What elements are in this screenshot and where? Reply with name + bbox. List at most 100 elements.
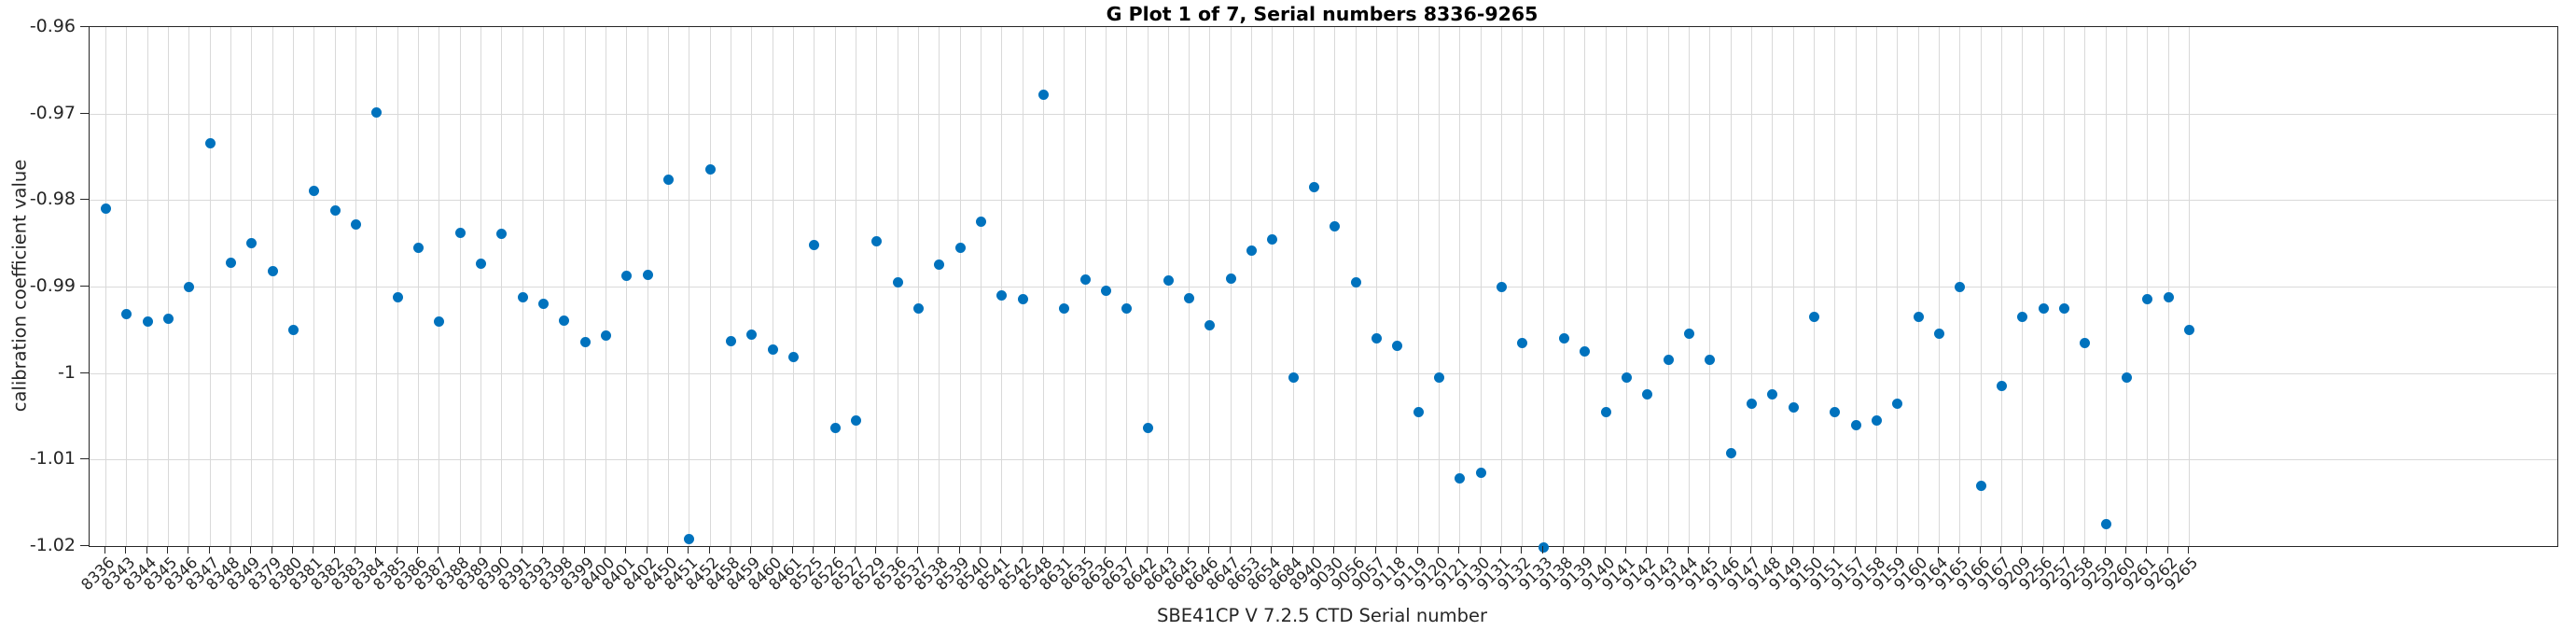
v-gridline — [1334, 27, 1336, 546]
data-point — [767, 344, 778, 356]
data-point — [996, 289, 1008, 301]
data-point — [1184, 293, 1195, 304]
x-tick — [604, 546, 606, 554]
v-gridline — [1792, 27, 1794, 546]
data-point — [2142, 294, 2153, 305]
data-point — [1975, 480, 1986, 491]
v-gridline — [1522, 27, 1524, 546]
v-gridline — [1126, 27, 1128, 546]
v-gridline — [751, 27, 753, 546]
x-tick — [1041, 546, 1043, 554]
x-tick — [896, 546, 898, 554]
x-tick — [1938, 546, 1940, 554]
v-gridline — [1917, 27, 1919, 546]
x-tick — [563, 546, 564, 554]
v-gridline — [1772, 27, 1774, 546]
data-point — [1288, 372, 1299, 383]
x-tick — [1250, 546, 1252, 554]
x-tick — [688, 546, 689, 554]
x-tick — [1875, 546, 1877, 554]
data-point — [975, 217, 986, 227]
v-gridline — [251, 27, 253, 546]
x-axis-label: SBE41CP V 7.2.5 CTD Serial number — [1156, 605, 1488, 626]
v-gridline — [1417, 27, 1419, 546]
data-point — [725, 335, 736, 346]
x-tick — [1958, 546, 1960, 554]
v-gridline — [397, 27, 398, 546]
data-point — [600, 330, 611, 342]
data-point — [371, 107, 383, 119]
v-gridline — [939, 27, 940, 546]
v-gridline — [1564, 27, 1566, 546]
data-point — [1934, 329, 1945, 340]
data-point — [2017, 311, 2028, 322]
v-gridline — [2147, 27, 2149, 546]
x-tick — [1458, 546, 1460, 554]
data-point — [1350, 276, 1361, 287]
v-gridline — [1605, 27, 1607, 546]
data-point — [1100, 286, 1111, 297]
v-gridline — [876, 27, 878, 546]
v-gridline — [647, 27, 648, 546]
data-point — [829, 423, 841, 434]
v-gridline — [2064, 27, 2066, 546]
v-gridline — [1439, 27, 1441, 546]
v-gridline — [1292, 27, 1294, 546]
x-tick — [375, 546, 377, 554]
v-gridline — [1397, 27, 1399, 546]
v-gridline — [2189, 27, 2190, 546]
chart-title: G Plot 1 of 7, Serial numbers 8336-9265 — [1106, 3, 1539, 25]
x-tick — [1625, 546, 1627, 554]
data-point — [1059, 302, 1070, 314]
x-tick — [2166, 546, 2168, 554]
data-point — [1788, 402, 1799, 414]
x-tick — [625, 546, 627, 554]
v-gridline — [584, 27, 586, 546]
v-gridline — [1459, 27, 1461, 546]
x-tick — [1708, 546, 1710, 554]
x-tick — [1500, 546, 1502, 554]
data-point — [329, 204, 341, 216]
x-tick — [2063, 546, 2065, 554]
v-gridline — [1834, 27, 1836, 546]
data-point — [1684, 329, 1695, 340]
x-tick — [2125, 546, 2126, 554]
x-tick — [1188, 546, 1190, 554]
v-gridline — [1230, 27, 1232, 546]
x-tick — [1104, 546, 1106, 554]
x-tick — [1979, 546, 1981, 554]
data-point — [1079, 274, 1091, 286]
v-gridline — [1814, 27, 1816, 546]
data-point — [350, 218, 361, 230]
data-point — [1600, 406, 1611, 417]
data-point — [1538, 542, 1549, 554]
x-tick — [979, 546, 981, 554]
x-tick — [1896, 546, 1898, 554]
v-gridline — [980, 27, 982, 546]
v-gridline — [1626, 27, 1628, 546]
x-tick — [1000, 546, 1002, 554]
x-tick — [1438, 546, 1440, 554]
data-point — [1872, 415, 1883, 427]
x-tick — [1583, 546, 1585, 554]
x-tick — [729, 546, 731, 554]
v-gridline — [1667, 27, 1669, 546]
y-tick — [80, 199, 89, 201]
x-tick — [1375, 546, 1377, 554]
y-tick-label: -1.01 — [29, 448, 76, 470]
v-gridline — [2022, 27, 2024, 546]
v-gridline — [1209, 27, 1211, 546]
data-point — [204, 137, 216, 148]
data-point — [912, 302, 924, 314]
x-tick — [1604, 546, 1606, 554]
data-point — [1434, 372, 1445, 383]
data-point — [1392, 341, 1403, 352]
data-point — [1725, 448, 1736, 459]
data-point — [1892, 398, 1903, 409]
v-gridline — [2167, 27, 2169, 546]
y-tick — [80, 545, 89, 546]
x-tick — [791, 546, 793, 554]
x-tick — [813, 546, 815, 554]
x-tick — [938, 546, 940, 554]
